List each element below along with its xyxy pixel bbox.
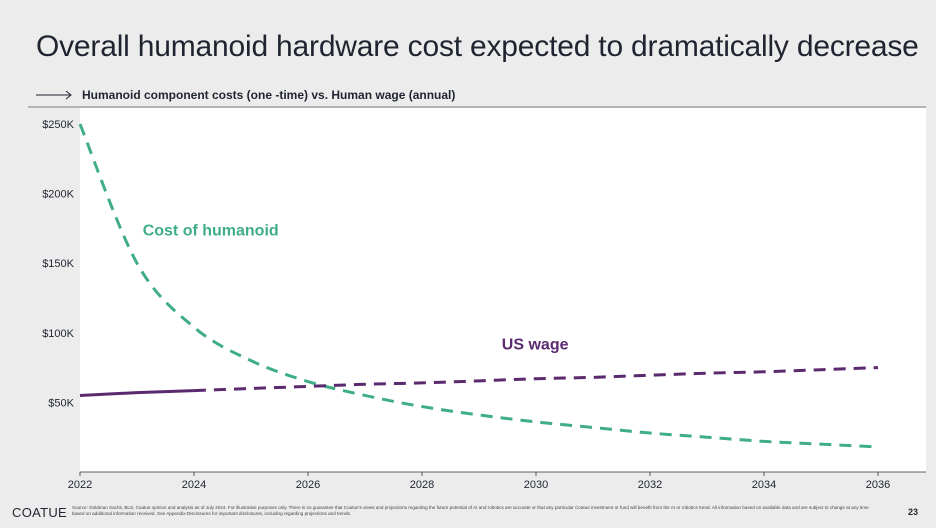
x-tick-label: 2024: [182, 479, 206, 491]
x-tick-label: 2036: [866, 479, 890, 491]
humanoid-cost-line: [78, 123, 879, 449]
wage-series-label: US wage: [502, 337, 569, 354]
y-tick-label: $100K: [42, 328, 74, 340]
x-tick-label: 2028: [410, 479, 434, 491]
slide-title: Overall humanoid hardware cost expected …: [36, 30, 919, 63]
footnote: Source: Goldman Sachs, BLS, Coatue opini…: [72, 505, 869, 516]
chart-svg: $50K$100K$150K$200K$250K 2022 2024 2026 202…: [28, 106, 926, 491]
subtitle-row: Humanoid component costs (one -time) vs.…: [36, 88, 455, 102]
x-tick-label: 2022: [68, 479, 92, 491]
chart-subtitle: Humanoid component costs (one -time) vs.…: [82, 88, 456, 102]
arrow-right-icon: [36, 90, 72, 100]
series-layer: [78, 123, 879, 449]
coatue-logo: COATUE: [12, 505, 68, 520]
x-tick-label: 2034: [752, 479, 776, 491]
plot-area: [80, 108, 926, 472]
us-wage-projected-line: [193, 366, 879, 393]
chart-container: $50K $100K $150K $200K $250K 2022 2024 2026 202…: [28, 106, 928, 492]
page-number: 23: [907, 507, 918, 517]
x-tick-label: 2032: [638, 479, 662, 491]
x-tick-label: 2030: [524, 479, 548, 491]
y-tick-label: $50K: [48, 397, 74, 409]
y-tick-label: $250K: [42, 119, 74, 131]
y-axis-ticks: $50K $100K $150K $200K $250K: [42, 119, 74, 409]
y-tick-label: $200K: [42, 189, 74, 201]
x-axis-ticks: 2022 2024 2026 2028 2030 2032 2034 2036: [68, 472, 890, 491]
humanoid-series-label: Cost of humanoid: [143, 222, 279, 239]
us-wage-actual-line: [79, 389, 195, 397]
x-tick-label: 2026: [296, 479, 320, 491]
y-tick-label: $150K: [42, 258, 74, 270]
